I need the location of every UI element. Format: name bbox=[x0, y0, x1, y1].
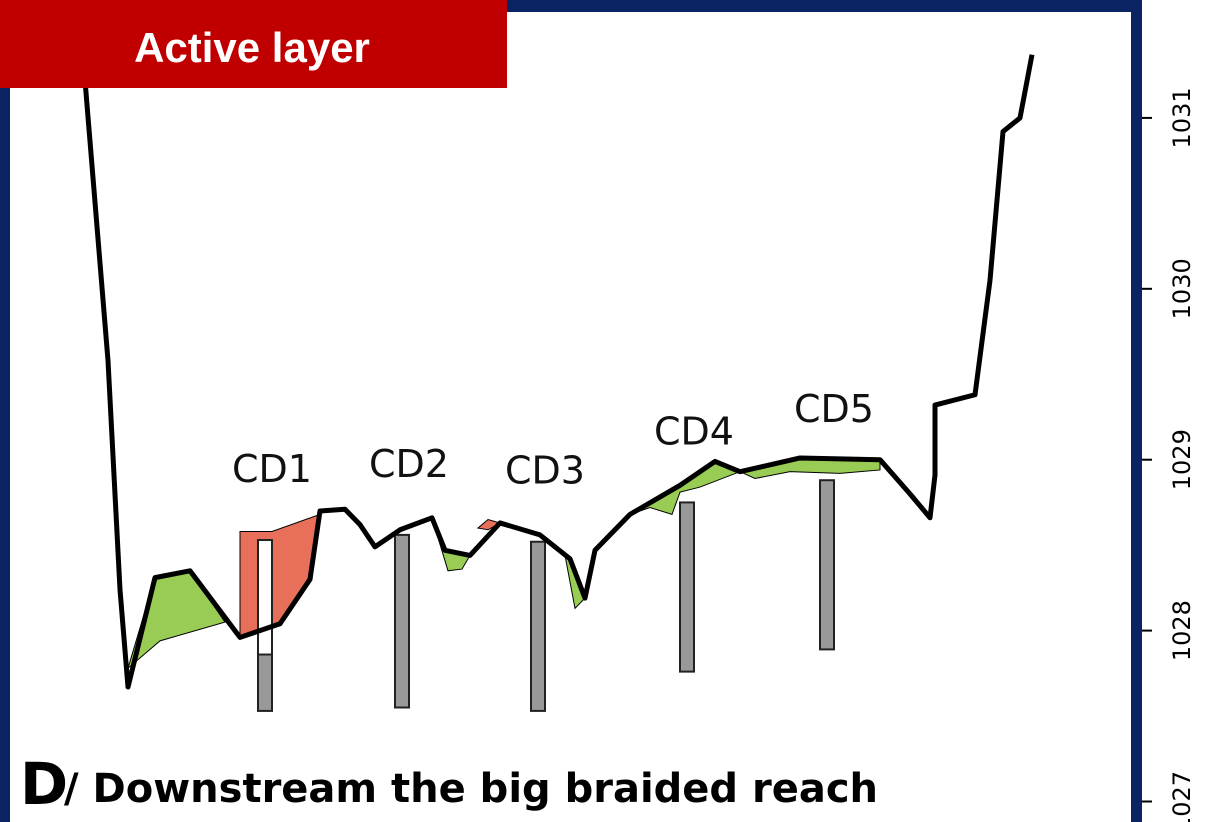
title-box bbox=[0, 0, 507, 88]
chart-title: Active layer bbox=[134, 24, 370, 71]
core-label: CD1 bbox=[232, 447, 312, 491]
y-tick-label: 1029 bbox=[1168, 429, 1196, 490]
core-active-layer bbox=[257, 539, 273, 656]
core bbox=[819, 479, 835, 651]
y-tick-label: 1031 bbox=[1168, 87, 1196, 148]
y-tick-label: 1030 bbox=[1168, 258, 1196, 319]
profile-line bbox=[82, 54, 1035, 690]
y-tick-label: 1028 bbox=[1168, 600, 1196, 661]
core bbox=[530, 540, 546, 712]
core-label: CD5 bbox=[794, 387, 874, 431]
y-tick-label: 1027 bbox=[1168, 771, 1196, 822]
core-label: CD3 bbox=[505, 449, 585, 493]
caption-letter: D bbox=[20, 750, 68, 818]
frame-left bbox=[0, 0, 10, 822]
caption-text: / Downstream the big braided reach bbox=[64, 766, 878, 812]
core bbox=[679, 501, 695, 673]
core-label: CD4 bbox=[654, 409, 734, 453]
plot: 1027 1028 1029 1030 1031 CD1 CD2 CD3 CD4 CD5 bbox=[82, 54, 1196, 822]
core-label: CD2 bbox=[369, 442, 449, 486]
y-axis-line bbox=[1131, 0, 1142, 822]
core bbox=[394, 533, 410, 709]
